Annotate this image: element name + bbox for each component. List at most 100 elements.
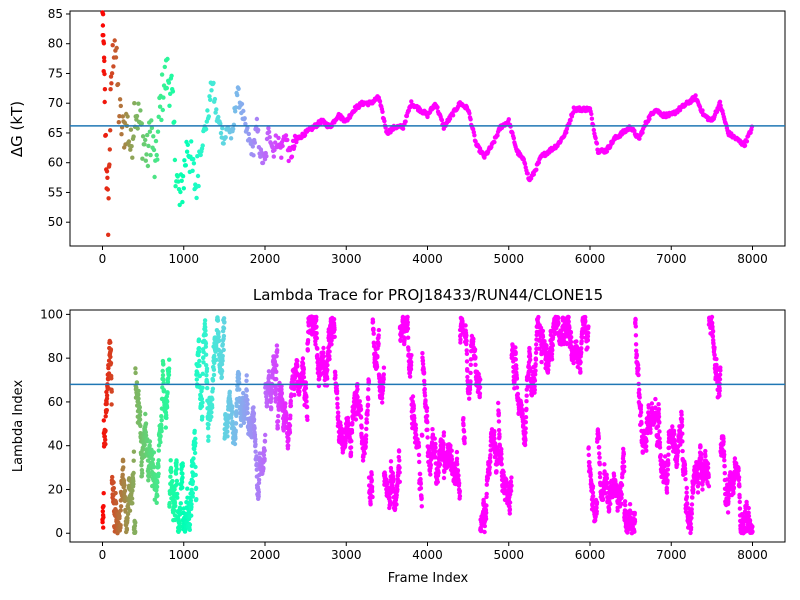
lambda-point — [168, 458, 173, 463]
lambda-point — [274, 343, 280, 348]
lambda-point — [499, 462, 504, 467]
lambda-point — [242, 415, 247, 420]
lambda-point — [139, 459, 144, 465]
lambda-point — [656, 402, 661, 407]
lambda-point — [325, 367, 330, 373]
lambda-point — [507, 500, 513, 505]
lambda-point — [335, 405, 340, 410]
lambda-point — [220, 342, 225, 347]
lambda-point — [159, 414, 164, 419]
lambda-point — [382, 472, 388, 478]
lambda-point — [513, 345, 518, 350]
x-tick-label: 8000 — [737, 252, 768, 266]
lambda-point — [381, 377, 386, 382]
lambda-point — [658, 453, 663, 458]
lambda-point — [634, 348, 639, 353]
free-energy-point — [198, 152, 203, 158]
lambda-point — [161, 377, 166, 382]
lambda-point — [349, 438, 354, 444]
lambda-point — [200, 415, 205, 420]
lambda-point — [120, 472, 125, 477]
lambda-point — [588, 467, 593, 472]
lambda-point — [251, 417, 257, 422]
lambda-point — [192, 450, 198, 456]
lambda-point — [380, 388, 386, 393]
lambda-point — [495, 448, 500, 453]
lambda-point — [201, 360, 206, 365]
free-energy-point — [173, 184, 178, 189]
lambda-point — [487, 470, 492, 476]
x-tick-label: 7000 — [656, 252, 687, 266]
lambda-point — [528, 357, 533, 362]
lambda-point — [468, 370, 473, 376]
lambda-point — [256, 480, 262, 486]
lambda-point — [193, 472, 198, 478]
lambda-point — [465, 368, 470, 373]
lambda-point — [644, 448, 649, 453]
free-energy-point — [382, 118, 387, 124]
lambda-point — [254, 454, 259, 459]
lambda-point — [304, 404, 310, 410]
free-energy-point — [101, 41, 107, 46]
y-tick-label: 55 — [48, 185, 63, 199]
lambda-point — [370, 489, 375, 494]
free-energy-point — [245, 125, 250, 131]
lambda-point — [409, 359, 414, 365]
lambda-point — [370, 319, 376, 325]
free-energy-point — [495, 133, 500, 138]
free-energy-point — [236, 86, 241, 92]
lambda-point — [454, 449, 460, 455]
lambda-point — [596, 436, 601, 441]
free-energy-point — [195, 154, 200, 159]
lambda-point — [550, 348, 555, 353]
lambda-point — [381, 372, 386, 377]
lambda-point — [623, 502, 628, 508]
lambda-point — [633, 324, 638, 329]
lambda-point — [366, 387, 371, 392]
lambda-point — [619, 495, 624, 501]
lambda-point — [390, 470, 395, 476]
lambda-point — [295, 364, 300, 369]
lambda-point — [155, 480, 160, 485]
lambda-point — [398, 338, 403, 343]
lambda-point — [131, 470, 136, 476]
lambda-point — [621, 469, 627, 474]
lambda-point — [468, 362, 473, 367]
lambda-point — [124, 527, 130, 532]
lambda-point — [251, 411, 257, 416]
lambda-point — [410, 394, 416, 399]
lambda-point — [519, 402, 524, 408]
lambda-point — [167, 504, 172, 509]
lambda-point — [180, 471, 185, 476]
lambda-trace-title: Lambda Trace for PROJ18433/RUN44/CLONE15 — [253, 286, 603, 304]
free-energy-point — [149, 118, 154, 123]
lambda-point — [422, 378, 427, 384]
lambda-point — [508, 488, 514, 494]
lambda-point — [571, 360, 576, 366]
free-energy-point — [165, 56, 170, 62]
free-energy-point — [266, 129, 272, 135]
lambda-point — [421, 370, 427, 375]
lambda-point — [161, 388, 167, 393]
free-energy-point — [468, 117, 473, 122]
lambda-point — [420, 361, 426, 367]
lambda-point — [507, 507, 513, 512]
lambda-point — [621, 451, 626, 457]
lambda-point — [433, 449, 438, 454]
x-tick-label: 1000 — [168, 252, 199, 266]
lambda-point — [513, 350, 518, 355]
lambda-point — [203, 341, 209, 346]
lambda-point — [396, 449, 402, 454]
lambda-point — [189, 502, 194, 507]
lambda-point — [232, 441, 238, 447]
lambda-point — [437, 462, 443, 467]
lambda-point — [142, 442, 147, 448]
lambda-point — [657, 436, 662, 441]
lambda-point — [111, 485, 117, 491]
lambda-point — [532, 378, 538, 383]
lambda-point — [464, 338, 469, 344]
lambda-point — [146, 470, 151, 476]
lambda-point — [245, 405, 250, 411]
lambda-point — [161, 362, 166, 367]
lambda-point — [262, 456, 267, 462]
